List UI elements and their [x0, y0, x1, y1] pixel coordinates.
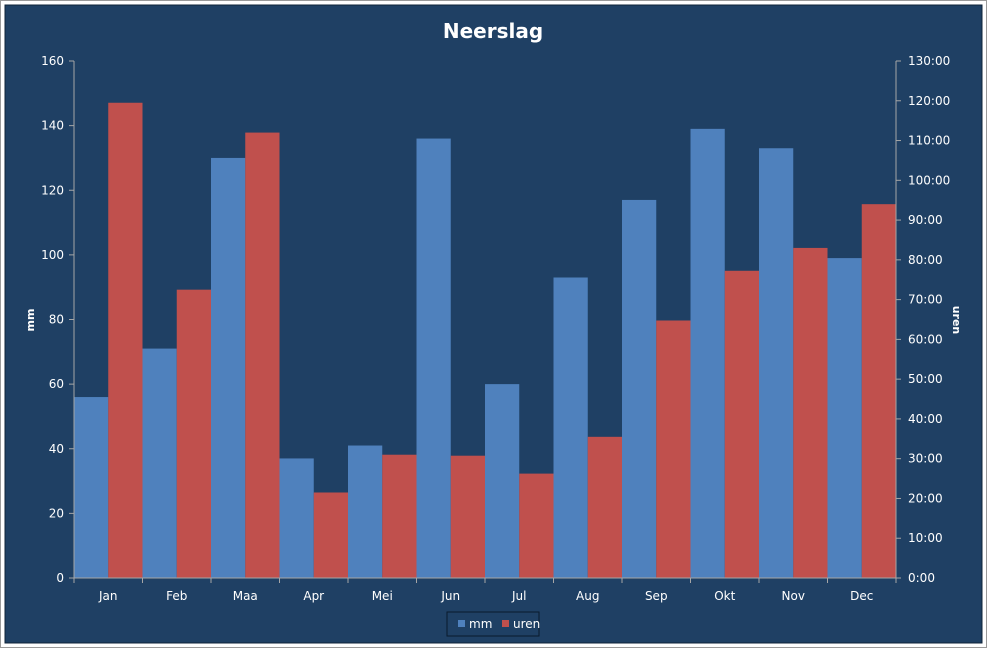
- bar-uren: [176, 289, 211, 578]
- y2-tick-label: 70:00: [908, 293, 943, 307]
- bar-uren: [656, 320, 691, 578]
- bar-mm: [690, 128, 725, 578]
- bar-mm: [622, 199, 657, 578]
- bar-uren: [587, 436, 622, 578]
- y-tick-label: 0: [56, 571, 64, 585]
- bar-uren: [382, 454, 417, 578]
- x-tick-label: Dec: [850, 589, 873, 603]
- y2-tick-label: 30:00: [908, 452, 943, 466]
- x-tick-label: Jun: [440, 589, 460, 603]
- y-tick-label: 80: [49, 313, 64, 327]
- y2-axis-label: uren: [950, 306, 963, 335]
- y2-tick-label: 40:00: [908, 412, 943, 426]
- y-tick-label: 40: [49, 442, 64, 456]
- x-tick-label: Feb: [166, 589, 187, 603]
- y2-tick-label: 0:00: [908, 571, 935, 585]
- bar-uren: [450, 455, 485, 578]
- bar-uren: [793, 247, 828, 578]
- legend-label-uren: uren: [513, 617, 540, 631]
- x-tick-label: Apr: [303, 589, 324, 603]
- bar-mm: [279, 458, 314, 578]
- x-tick-label: Jan: [98, 589, 118, 603]
- x-tick-label: Aug: [576, 589, 599, 603]
- legend-swatch-mm: [458, 620, 465, 627]
- bar-uren: [313, 492, 348, 578]
- y-tick-label: 60: [49, 377, 64, 391]
- bar-mm: [553, 277, 588, 578]
- bar-mm: [348, 445, 383, 578]
- bar-uren: [861, 204, 896, 578]
- x-tick-label: Jul: [511, 589, 526, 603]
- y2-tick-label: 20:00: [908, 491, 943, 505]
- x-tick-label: Okt: [714, 589, 735, 603]
- chart-title: Neerslag: [443, 19, 543, 43]
- bar-uren: [519, 473, 554, 578]
- y2-tick-label: 100:00: [908, 173, 950, 187]
- legend-label-mm: mm: [469, 617, 492, 631]
- bar-mm: [211, 157, 246, 578]
- x-tick-label: Mei: [372, 589, 393, 603]
- bar-uren: [245, 132, 280, 579]
- y-axis-label: mm: [24, 309, 37, 332]
- bar-mm: [485, 384, 520, 578]
- bar-mm: [142, 348, 177, 578]
- y2-tick-label: 10:00: [908, 531, 943, 545]
- bar-mm: [759, 148, 794, 578]
- bar-mm: [74, 397, 109, 578]
- legend-swatch-uren: [502, 620, 509, 627]
- y2-tick-label: 80:00: [908, 253, 943, 267]
- y2-tick-label: 90:00: [908, 213, 943, 227]
- y-tick-label: 120: [41, 183, 64, 197]
- y2-tick-label: 60:00: [908, 332, 943, 346]
- bar-mm: [416, 138, 451, 579]
- plot-area: 0 20 40 60 80 100 120 140 160 0:00 10:00 20:00 30:00…: [41, 54, 950, 603]
- y-tick-label: 20: [49, 506, 64, 520]
- x-tick-label: Maa: [233, 589, 258, 603]
- y2-tick-label: 130:00: [908, 54, 950, 68]
- y2-tick-label: 110:00: [908, 134, 950, 148]
- y2-tick-label: 50:00: [908, 372, 943, 386]
- y-tick-label: 140: [41, 119, 64, 133]
- x-tick-label: Sep: [645, 589, 668, 603]
- y-tick-label: 100: [41, 248, 64, 262]
- y2-tick-label: 120:00: [908, 94, 950, 108]
- bar-mm: [827, 258, 862, 578]
- legend: mm uren: [446, 611, 540, 637]
- bar-uren: [724, 270, 759, 578]
- bar-uren: [108, 102, 143, 578]
- y-tick-label: 160: [41, 54, 64, 68]
- x-tick-label: Nov: [782, 589, 805, 603]
